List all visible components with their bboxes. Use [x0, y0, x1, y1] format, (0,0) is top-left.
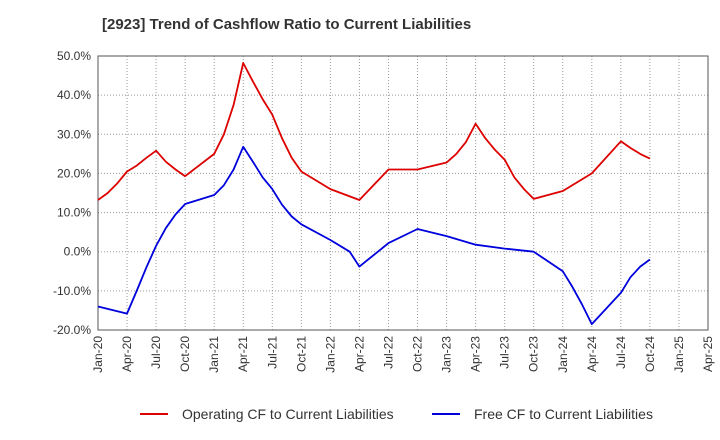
x-tick-label: Jan-24: [556, 336, 570, 373]
x-tick-label: Jul-21: [265, 336, 279, 369]
x-tick-label: Jan-21: [207, 336, 221, 373]
legend-label: Free CF to Current Liabilities: [474, 406, 653, 422]
y-tick-label: 20.0%: [57, 166, 91, 180]
x-tick-label: Jan-20: [91, 336, 105, 373]
legend-label: Operating CF to Current Liabilities: [182, 406, 394, 422]
y-axis: -20.0% -10.0% 0.0% 10.0% 20.0% 30.0% 40.0% 50.0…: [53, 49, 91, 337]
x-tick-label: Jul-20: [149, 336, 163, 369]
y-tick-label: 30.0%: [57, 127, 91, 141]
x-tick-label: Apr-22: [352, 336, 366, 372]
grid: [97, 55, 709, 331]
x-tick-label: Jan-23: [440, 336, 454, 373]
x-tick-label: Apr-24: [585, 336, 599, 372]
free-cf-line: [97, 145, 651, 326]
x-tick-label: Apr-20: [120, 336, 134, 372]
y-tick-label: 50.0%: [57, 49, 91, 63]
x-tick-label: Apr-23: [469, 336, 483, 372]
legend: Operating CF to Current Liabilities Free …: [140, 406, 653, 422]
x-tick-label: Jan-25: [672, 336, 686, 373]
y-tick-label: -20.0%: [53, 323, 91, 337]
y-tick-label: 10.0%: [57, 206, 91, 220]
x-tick-label: Jul-23: [498, 336, 512, 369]
y-tick-label: -10.0%: [53, 284, 91, 298]
x-axis: Jan-20 Apr-20 Jul-20 Oct-20 Jan-21 Apr-21 Jul-…: [91, 336, 715, 373]
x-tick-label: Jan-22: [323, 336, 337, 373]
x-tick-label: Jul-24: [614, 336, 628, 369]
operating-cf-line: [97, 62, 651, 201]
x-tick-label: Jul-22: [381, 336, 395, 369]
x-tick-label: Apr-21: [236, 336, 250, 372]
x-tick-label: Oct-23: [527, 336, 541, 372]
y-tick-label: 0.0%: [64, 245, 92, 259]
x-tick-label: Oct-21: [294, 336, 308, 372]
plot-frame: [97, 55, 709, 331]
x-tick-label: Oct-24: [643, 336, 657, 372]
x-tick-label: Oct-22: [411, 336, 425, 372]
x-tick-label: Oct-20: [178, 336, 192, 372]
series-layer: [97, 62, 651, 326]
chart-title: [2923] Trend of Cashflow Ratio to Curren…: [102, 16, 472, 33]
x-tick-label: Apr-25: [701, 336, 715, 372]
y-tick-label: 40.0%: [57, 88, 91, 102]
